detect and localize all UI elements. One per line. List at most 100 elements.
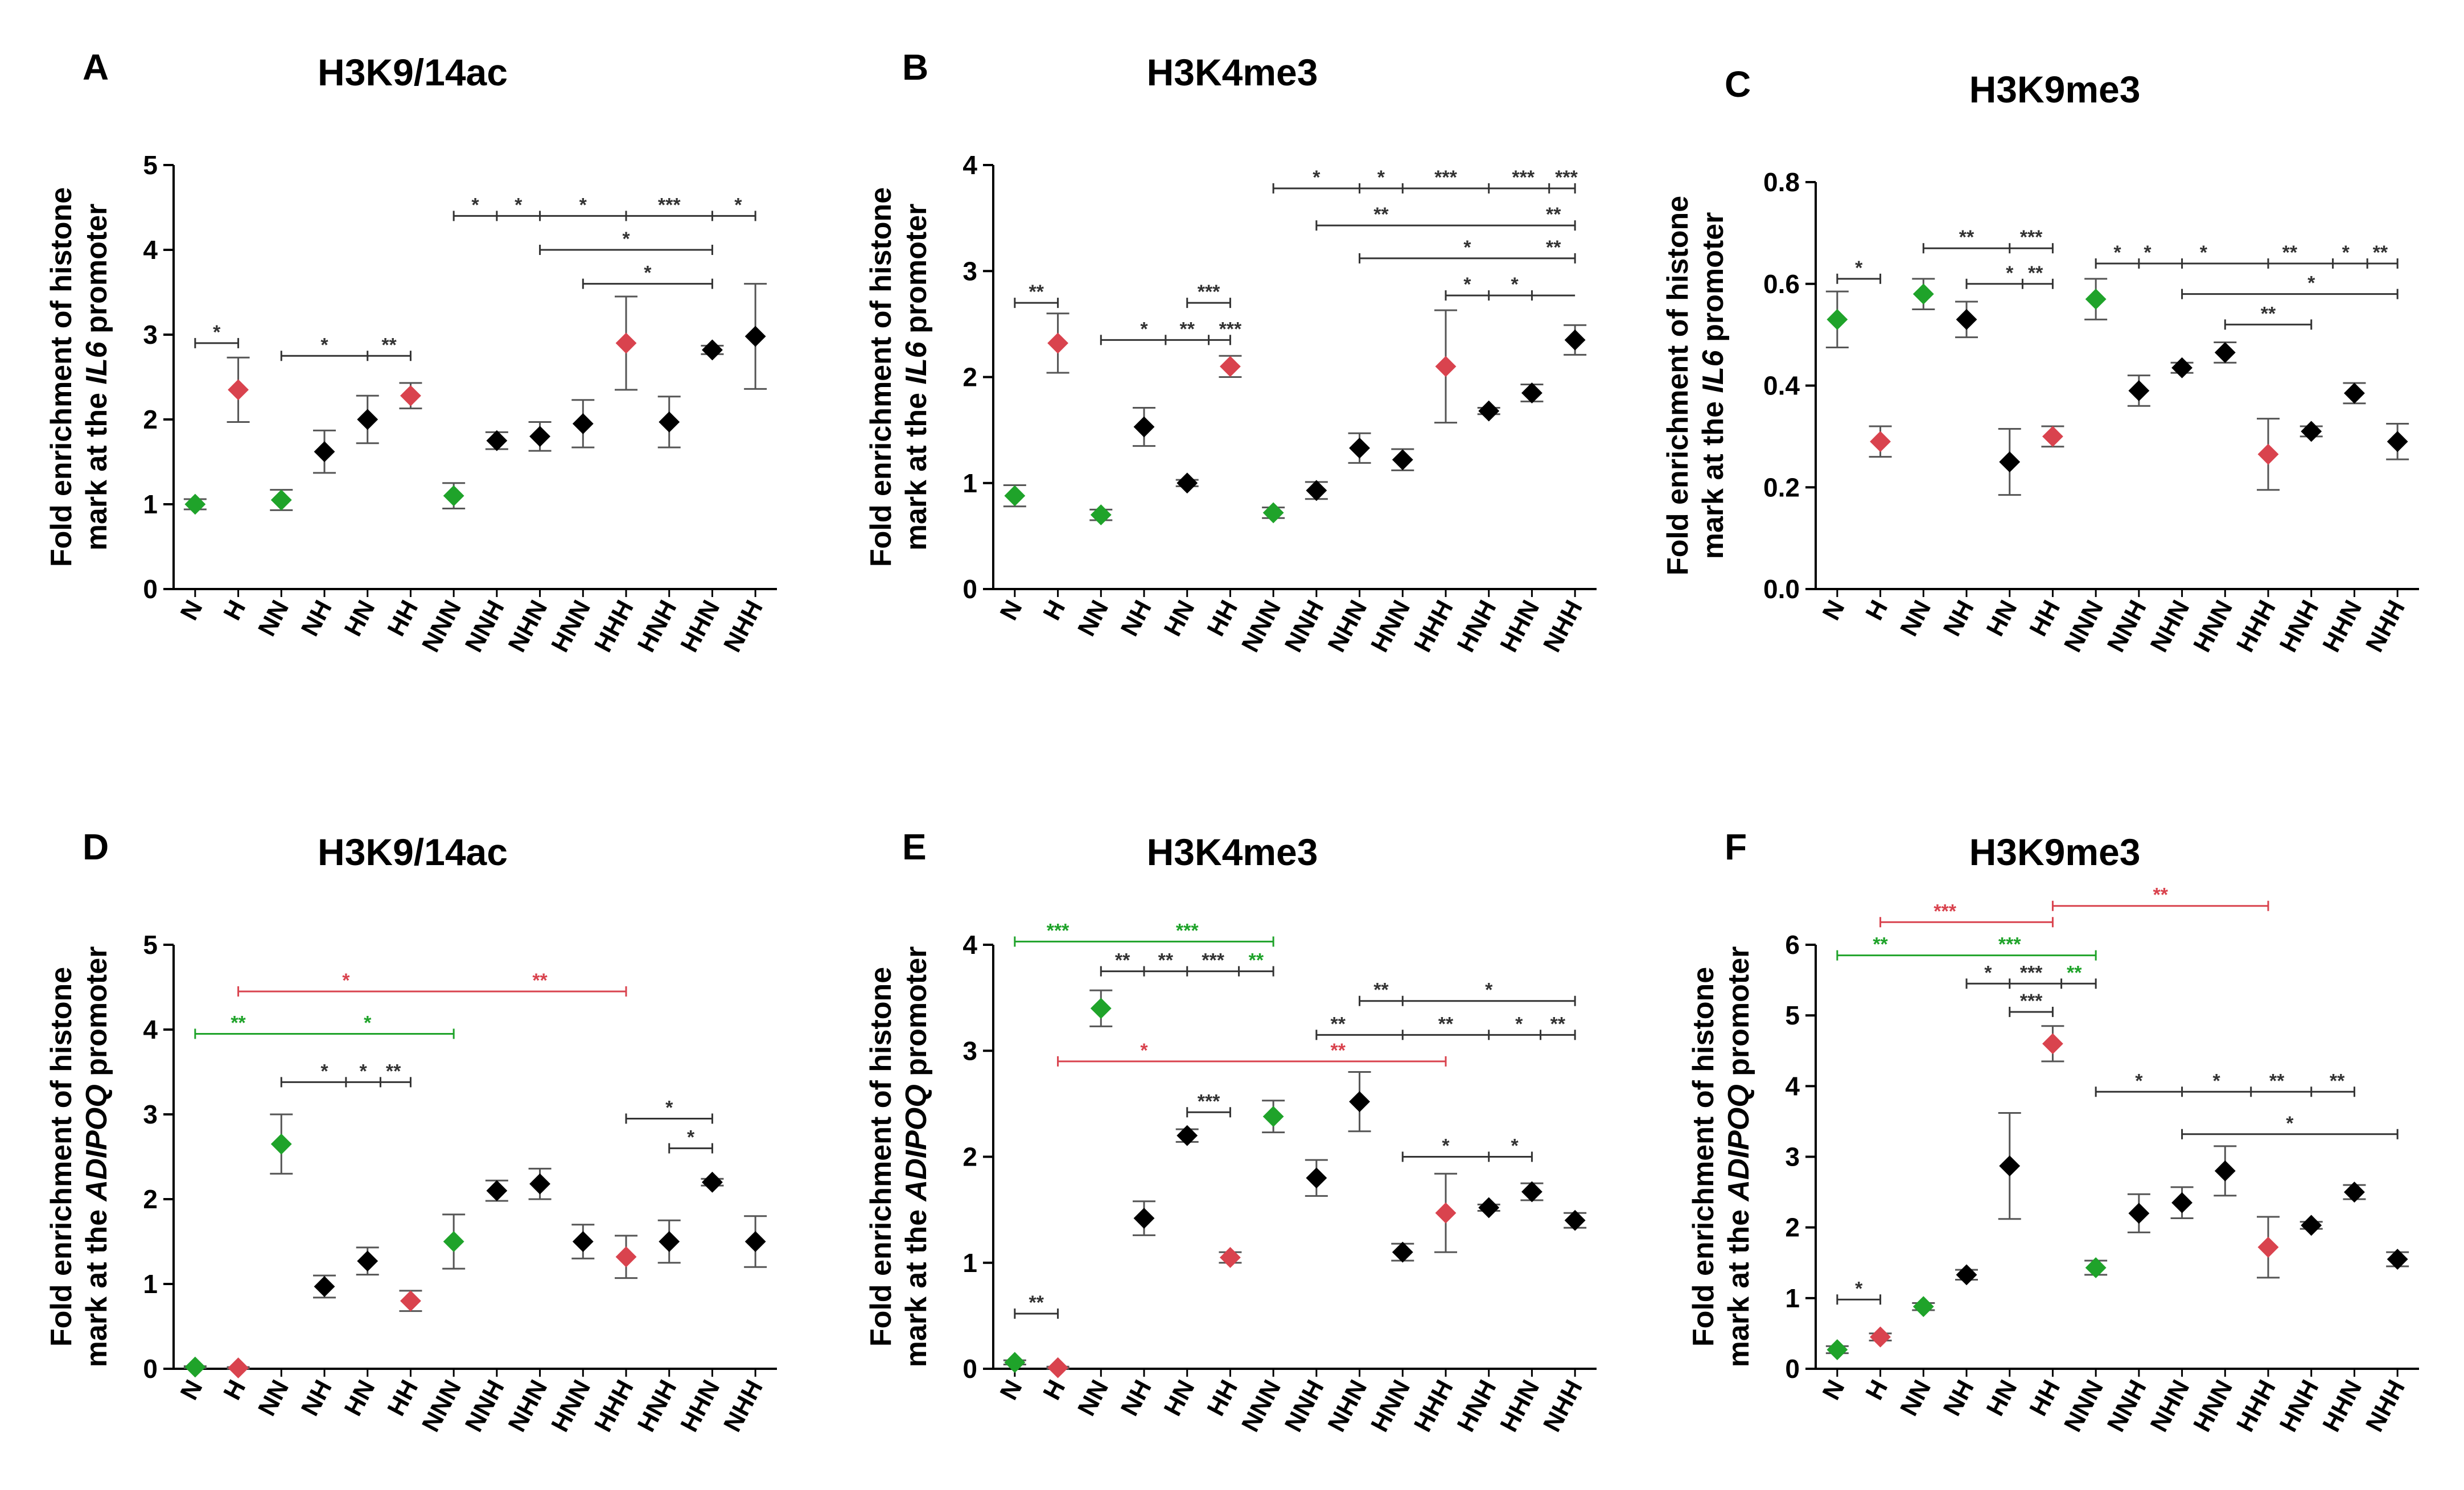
- y-tick-label: 3: [143, 1100, 158, 1129]
- diamond-marker: [357, 1250, 379, 1272]
- y-tick-label: 2: [962, 363, 977, 392]
- x-category-label: HHH: [2231, 1376, 2281, 1437]
- significance-label: *: [1463, 237, 1471, 258]
- significance-label: ***: [1198, 281, 1220, 303]
- diamond-marker: [486, 430, 508, 451]
- diamond-marker: [1220, 1247, 1241, 1268]
- x-category-label: NNH: [460, 1376, 510, 1437]
- significance-label: **: [2028, 262, 2043, 284]
- x-category-label: HHN: [1495, 596, 1545, 657]
- data-point-n: [183, 1356, 207, 1378]
- significance-label: *: [644, 262, 652, 284]
- significance-label: **: [1115, 950, 1130, 972]
- significance-bracket: *: [625, 1097, 713, 1124]
- y-axis-label-gene: IL6: [900, 341, 933, 384]
- data-point-nhh: [2386, 423, 2409, 460]
- diamond-marker: [1521, 382, 1542, 404]
- data-point-hhh: [615, 295, 637, 391]
- y-tick-label: 2: [962, 1142, 977, 1172]
- significance-bracket: ****: [1315, 204, 1576, 231]
- data-point-nh: [1955, 1264, 1978, 1286]
- data-point-nhh: [1564, 324, 1587, 356]
- data-point-hn: [1175, 472, 1199, 494]
- diamond-marker: [1133, 416, 1155, 438]
- significance-bracket: ***: [194, 1012, 455, 1039]
- y-tick-label: 1: [962, 1248, 977, 1278]
- x-category-label: HHN: [675, 1376, 725, 1437]
- x-category-label: HNH: [1452, 1376, 1502, 1437]
- significance-label: ***: [1047, 920, 1069, 941]
- significance-bracket: **: [2051, 884, 2269, 911]
- data-point-hhh: [1434, 309, 1457, 424]
- data-point-hhn: [1520, 1181, 1544, 1203]
- data-point-hhn: [701, 1171, 724, 1193]
- significance-bracket: * * * ** * **: [2095, 242, 2399, 269]
- significance-label: *: [342, 970, 350, 991]
- x-category-label: HNN: [546, 1376, 596, 1437]
- panel-letter: D: [83, 826, 109, 867]
- x-category-label: HNN: [2188, 1376, 2238, 1437]
- data-point-nnh: [485, 1179, 508, 1202]
- y-axis-label-line1: Fold enrichment of histone: [865, 187, 898, 567]
- significance-label: ***: [2020, 962, 2043, 983]
- diamond-marker: [702, 1171, 723, 1193]
- panel-e: E H3K4me3 0 1 2 3 4 Fold enrichment of histonem…: [865, 826, 1597, 1437]
- significance-label: **: [1373, 979, 1389, 1001]
- diamond-marker: [1564, 329, 1586, 351]
- diamond-marker: [1047, 1357, 1068, 1378]
- panel-title: H3K4me3: [1147, 831, 1318, 873]
- x-category-label: NH: [1116, 1376, 1157, 1421]
- x-category-label: NNH: [2102, 596, 2152, 657]
- x-category-label: HN: [1981, 1376, 2022, 1421]
- x-category-label: NN: [253, 596, 294, 641]
- data-point-hn: [1998, 1112, 2021, 1220]
- x-category-label: NN: [253, 1376, 294, 1421]
- diamond-marker: [1870, 1326, 1891, 1348]
- diamond-marker: [1306, 480, 1327, 501]
- y-axis-label-line2-prefix: mark at the: [1697, 393, 1730, 559]
- data-point-hh: [1219, 355, 1242, 378]
- x-category-label: NNH: [2102, 1376, 2152, 1437]
- panel-d: D H3K9/14ac 0 1 2 3 4 5 Fold enrichment of histo…: [45, 826, 777, 1437]
- significance-label: **: [1959, 227, 1975, 248]
- significance-label: **: [2067, 962, 2082, 983]
- significance-label: *: [1984, 962, 1992, 983]
- x-category-label: NHH: [1538, 1376, 1588, 1437]
- significance-bracket: *: [539, 228, 713, 255]
- diamond-marker: [1349, 1091, 1370, 1113]
- significance-bracket: ** ***: [1836, 934, 2097, 961]
- significance-label: **: [2330, 1070, 2345, 1092]
- x-category-label: NN: [1072, 1376, 1114, 1421]
- x-category-label: NH: [1938, 1376, 1980, 1421]
- data-point-hh: [2041, 1025, 2064, 1063]
- significance-label: **: [1438, 1013, 1454, 1035]
- y-tick-label: 0.2: [1763, 472, 1800, 502]
- data-point-nnn: [1262, 1100, 1285, 1134]
- data-point-nhh: [2386, 1249, 2409, 1270]
- y-axis-label-line2-prefix: mark at the: [900, 384, 933, 550]
- y-axis-label-line2-prefix: mark at the: [80, 384, 113, 550]
- y-axis-label: Fold enrichment of histonemark at the AD…: [865, 946, 933, 1368]
- diamond-marker: [1004, 1352, 1026, 1373]
- diamond-marker: [400, 385, 421, 406]
- significance-label: **: [1158, 950, 1174, 972]
- y-axis-label-line1: Fold enrichment of histone: [1687, 967, 1720, 1347]
- diamond-marker: [1306, 1167, 1327, 1189]
- y-tick-label: 3: [962, 1036, 977, 1065]
- significance-bracket: * * *** *** ***: [1272, 167, 1578, 194]
- y-tick-label: 3: [143, 320, 158, 349]
- diamond-marker: [1435, 1202, 1457, 1224]
- data-point-hnh: [657, 1219, 681, 1264]
- significance-bracket: ***: [237, 970, 627, 997]
- data-point-hnh: [2300, 421, 2323, 442]
- data-point-h: [227, 356, 250, 423]
- significance-bracket: ****: [280, 1060, 412, 1088]
- data-point-n: [183, 493, 207, 515]
- diamond-marker: [2214, 341, 2236, 363]
- significance-label: ***: [1434, 167, 1457, 188]
- data-point-nhn: [528, 1167, 552, 1200]
- data-point-hh: [399, 1290, 422, 1312]
- significance-label: *: [2213, 1070, 2221, 1092]
- x-category-label: NHN: [2145, 1376, 2195, 1437]
- y-tick-label: 1: [1785, 1283, 1800, 1313]
